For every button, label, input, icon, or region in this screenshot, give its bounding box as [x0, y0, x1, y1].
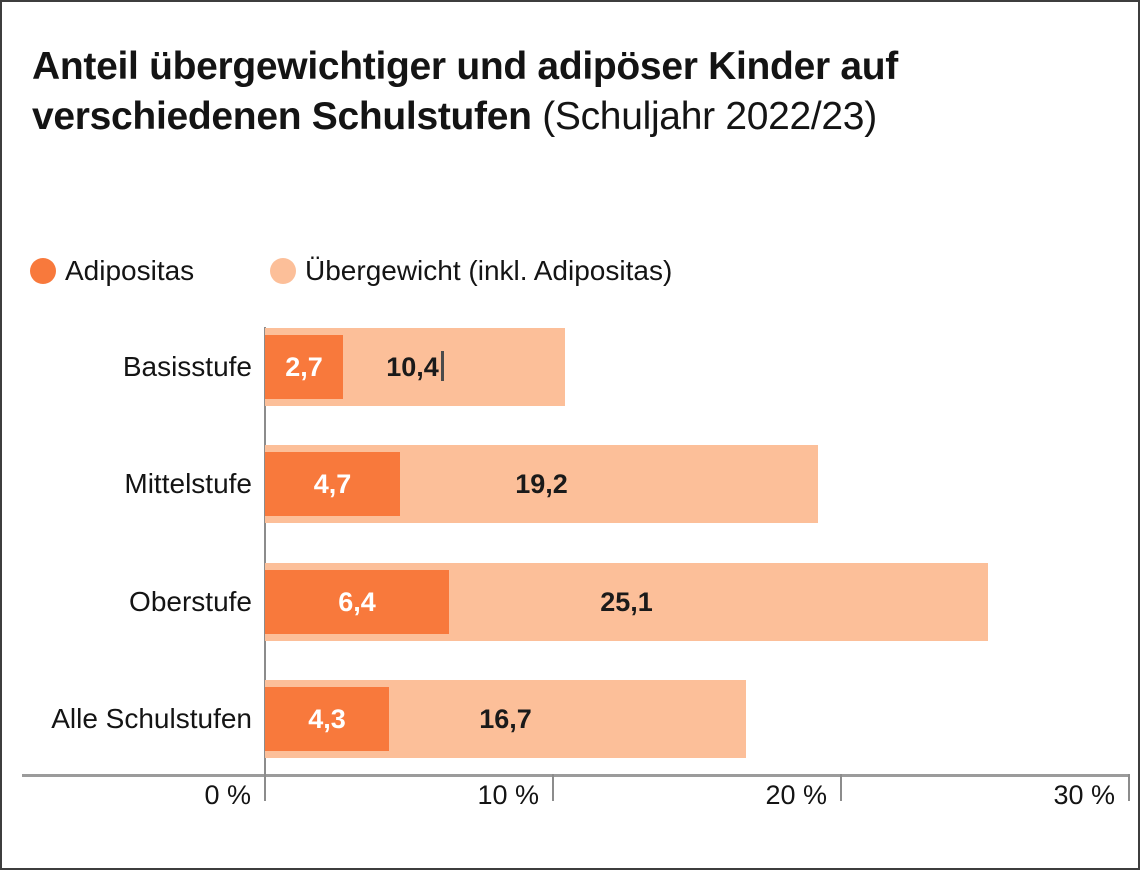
- legend-label-adipositas: Adipositas: [65, 255, 195, 286]
- x-tick-label: 10 %: [477, 780, 539, 810]
- bar-adipositas: [265, 335, 343, 399]
- x-tick-label: 0 %: [204, 780, 251, 810]
- x-axis-line: [22, 774, 1129, 777]
- legend-dot-adipositas-icon: [30, 258, 56, 284]
- category-label: Alle Schulstufen: [51, 703, 252, 734]
- category-label: Basisstufe: [122, 351, 252, 382]
- chart-title-line1: Anteil übergewichtiger und adipöser Kind…: [32, 42, 1092, 92]
- bar-value-label-adipositas: 4,3: [308, 704, 346, 734]
- bar-value-label-adipositas: 6,4: [338, 587, 376, 617]
- x-tick: [1128, 774, 1130, 801]
- chart-title-line2: verschiedenen Schulstufen (Schuljahr 202…: [32, 92, 1092, 142]
- category-label: Mittelstufe: [124, 468, 252, 499]
- chart-title-line2-regular: (Schuljahr 2022/23): [542, 95, 877, 138]
- legend-item-uebergewicht: Übergewicht (inkl. Adipositas): [270, 254, 672, 288]
- x-tick-label: 30 %: [1053, 780, 1115, 810]
- bar-adipositas: [265, 452, 400, 516]
- legend-label-uebergewicht: Übergewicht (inkl. Adipositas): [305, 255, 673, 286]
- chart-title-line2-bold: verschiedenen Schulstufen: [32, 95, 532, 138]
- legend-item-adipositas: Adipositas: [30, 254, 194, 288]
- x-tick: [552, 774, 554, 801]
- text-cursor: [440, 351, 444, 381]
- category-label: Oberstufe: [129, 586, 252, 617]
- bar-value-label-uebergewicht: 16,7: [479, 704, 532, 734]
- x-tick: [840, 774, 842, 801]
- legend-dot-uebergewicht-icon: [270, 258, 296, 284]
- chart-title: Anteil übergewichtiger und adipöser Kind…: [32, 42, 1092, 142]
- bar-adipositas: [265, 570, 449, 634]
- bar-value-label-adipositas: 2,7: [285, 352, 323, 382]
- x-tick-label: 20 %: [765, 780, 827, 810]
- bar-adipositas: [265, 687, 389, 751]
- chart-title-line1-text: Anteil übergewichtiger und adipöser Kind…: [32, 45, 898, 88]
- x-tick: [264, 774, 266, 801]
- legend: Adipositas Übergewicht (inkl. Adipositas…: [2, 254, 1138, 288]
- bar-value-label-uebergewicht: 10,4: [265, 328, 565, 406]
- bar-value-label-uebergewicht: 19,2: [515, 469, 568, 499]
- bar-value-label-uebergewicht: 25,1: [600, 587, 653, 617]
- bar-value-label-adipositas: 4,7: [313, 469, 352, 499]
